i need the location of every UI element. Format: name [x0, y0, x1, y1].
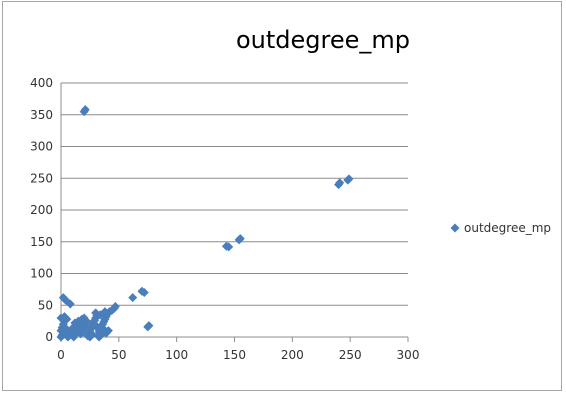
scatter-plot: 0 50 100 150 200 250 300 350 400 0 50 100 150 200 250 3… [30, 76, 551, 362]
data-point [87, 329, 97, 339]
data-point [98, 323, 108, 333]
y-tick-label: 200 [30, 203, 53, 217]
data-point [77, 314, 87, 324]
x-tick-label: 300 [397, 348, 420, 362]
x-tick-label: 200 [281, 348, 304, 362]
y-tick-label: 400 [30, 76, 53, 90]
y-tick-label: 350 [30, 108, 53, 122]
data-point [235, 234, 245, 244]
x-tick-label: 50 [111, 348, 126, 362]
data-point [335, 178, 345, 188]
x-tick-label: 0 [57, 348, 65, 362]
data-point [80, 105, 90, 115]
data-point [344, 174, 354, 184]
y-tick-label: 0 [45, 330, 53, 344]
x-tick-label: 150 [223, 348, 246, 362]
data-point [224, 242, 234, 252]
data-point [100, 307, 110, 317]
y-tick-label: 150 [30, 235, 53, 249]
y-tick-label: 50 [38, 298, 53, 312]
y-tick-label: 100 [30, 267, 53, 281]
x-tick-label: 100 [165, 348, 188, 362]
data-point [65, 299, 75, 309]
y-tick-label: 250 [30, 171, 53, 185]
data-point [92, 322, 102, 332]
y-tick-label: 300 [30, 140, 53, 154]
data-point [139, 288, 149, 298]
legend-marker-icon [450, 223, 460, 233]
x-tick-label: 250 [339, 348, 362, 362]
data-point [110, 302, 120, 312]
data-point [143, 322, 153, 332]
chart-area: outdegree_mp 0 50 100 150 200 250 300 350 400 0 50… [2, 1, 562, 391]
chart-title: outdegree_mp [235, 26, 411, 54]
data-point [128, 293, 138, 303]
legend-label: outdegree_mp [464, 221, 551, 235]
data-point [62, 314, 72, 324]
